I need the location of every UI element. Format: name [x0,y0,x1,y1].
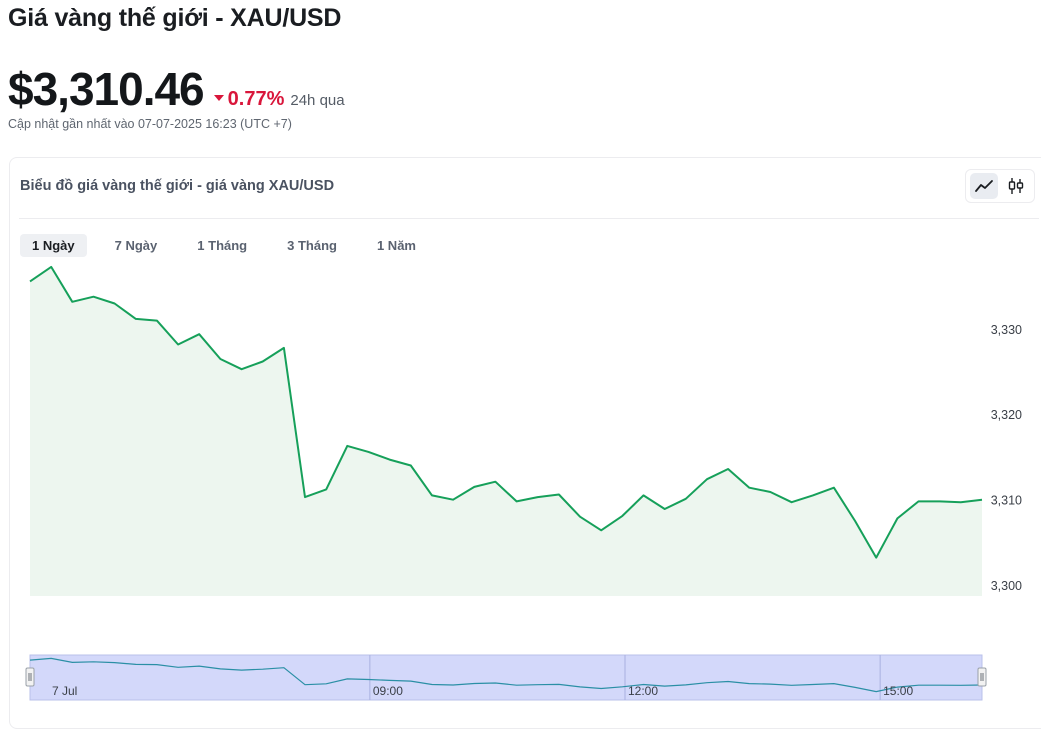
navigator-time-label: 09:00 [373,684,403,698]
range-tabs: 1 Ngày 7 Ngày 1 Tháng 3 Tháng 1 Năm [20,234,444,257]
navigator-gridlines [369,655,881,700]
navigator-line [29,657,983,693]
y-tick-label: 3,310 [991,494,1022,508]
main-plot [29,265,983,596]
candlestick-chart-button[interactable] [1002,173,1030,199]
y-tick-label: 3,300 [991,579,1022,593]
change-period: 24h qua [290,92,345,109]
page-title: Giá vàng thế giới - XAU/USD [8,4,342,32]
navigator-labels: 7 Jul 09:00 12:00 15:00 [52,684,913,698]
tab-1-month[interactable]: 1 Tháng [197,238,248,253]
tab-3-months[interactable]: 3 Tháng [287,238,337,253]
navigator-handle-left[interactable] [25,667,35,687]
chart-type-toggle [965,169,1035,203]
price-line [29,265,983,559]
price-change: 0.77% 24h qua [213,88,345,111]
tab-1-year[interactable]: 1 Năm [376,238,416,253]
change-percent: 0.77% [227,88,285,110]
y-tick-label: 3,320 [991,408,1022,422]
tab-7-days[interactable]: 7 Ngày [114,238,158,253]
current-price: $3,310.46 [8,63,205,115]
price-area [30,266,982,596]
y-tick-label: 3,330 [991,323,1022,337]
navigator-time-label: 15:00 [883,684,913,698]
line-chart-button[interactable] [970,173,998,199]
navigator-time-label: 12:00 [628,684,658,698]
navigator-time-label: 7 Jul [52,684,77,698]
caret-down-icon [213,95,224,101]
navigator[interactable]: 7 Jul 09:00 12:00 15:00 [25,654,987,701]
price-summary: $3,310.46 0.77% 24h qua [8,62,345,116]
y-axis: 3,300 3,310 3,320 3,330 [991,323,1022,593]
candlestick-chart-icon [1008,178,1024,194]
tab-1-day[interactable]: 1 Ngày [20,234,87,257]
navigator-handle-right[interactable] [977,667,987,687]
line-chart-icon [975,180,993,192]
navigator-handles[interactable] [25,667,987,687]
card-divider [19,218,1039,219]
chart-title: Biểu đồ giá vàng thế giới - giá vàng XAU… [20,178,335,194]
last-updated: Cập nhật gần nhất vào 07-07-2025 16:23 (… [8,117,292,131]
navigator-background [29,654,983,701]
